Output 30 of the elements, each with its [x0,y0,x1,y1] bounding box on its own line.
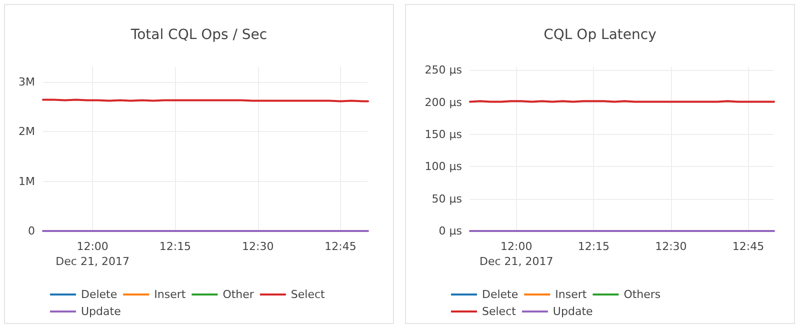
legend-label: Other [222,288,254,301]
y-tick-label: 200 µs [424,96,462,109]
y-tick-label: 50 µs [432,192,462,206]
legend-label: Update [81,305,122,318]
legend-label: Delete [81,288,118,301]
legend-label: Select [290,288,326,301]
chart-title: CQL Op Latency [544,27,656,43]
legend-label: Select [482,305,517,318]
legend-label: Insert [555,288,588,301]
legend-label: Delete [482,288,518,301]
legend-label: Insert [154,288,186,301]
x-tick-label: 12:30 [242,240,274,253]
y-tick-label: 250 µs [424,64,462,77]
y-tick-label: 2M [18,125,35,138]
legend-label: Others [624,288,661,301]
x-tick-label: 12:45 [732,240,764,253]
x-tick-label: 12:15 [578,240,610,253]
x-tick-label: 12:30 [655,240,687,253]
y-tick-label: 0 µs [438,224,462,238]
legend-label: Update [552,305,594,318]
x-tick-label: 12:15 [159,240,192,253]
y-tick-label: 150 µs [424,128,462,142]
y-tick-label: 0 [28,224,35,238]
y-tick-label: 1M [18,174,35,188]
y-tick-label: 3M [18,75,35,88]
chart-title: Total CQL Ops / Sec [130,27,268,43]
x-tick-label: 12:45 [324,240,356,253]
x-tick-label: 12:00 Dec 21, 2017 [56,240,130,268]
x-tick-label: 12:00 Dec 21, 2017 [479,240,554,268]
y-tick-label: 100 µs [424,160,462,174]
